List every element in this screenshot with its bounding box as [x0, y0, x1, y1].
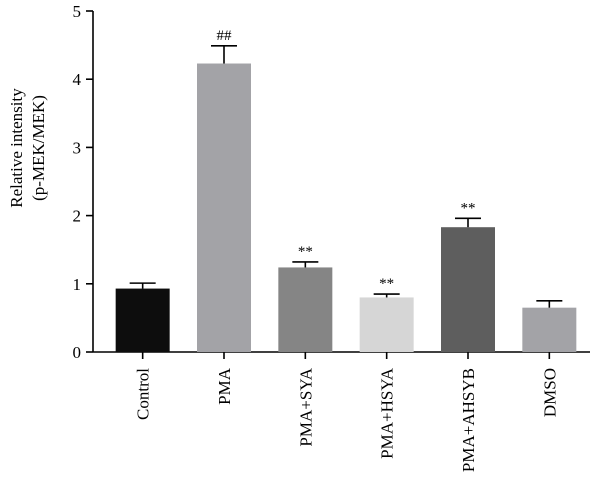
significance-label: **: [298, 244, 313, 260]
y-tick-label: 0: [73, 343, 82, 362]
bar: [359, 297, 414, 352]
bar: [197, 63, 251, 352]
category-label: DMSO: [540, 368, 559, 417]
category-label: PMA+SYA: [296, 367, 315, 446]
bars: [115, 63, 577, 352]
x-axis: [93, 351, 590, 359]
bar: [522, 307, 577, 352]
y-axis-label-line-2: (p-MEK/MEK): [29, 95, 48, 201]
significance-label: **: [461, 200, 476, 216]
category-label: Control: [134, 368, 153, 420]
y-tick-label: 3: [73, 138, 82, 157]
y-tick-label: 5: [73, 2, 82, 21]
category-label: PMA+HSYA: [378, 367, 397, 459]
significance-labels: ## ** ** **: [217, 28, 476, 292]
error-bars: [129, 44, 563, 308]
category-label: PMA: [215, 367, 234, 405]
significance-label: ##: [217, 28, 233, 44]
bar: [115, 288, 170, 352]
bar: [278, 267, 333, 352]
y-tick-label: 4: [73, 70, 82, 89]
category-labels: Control PMA PMA+SYA PMA+HSYA PMA+AHSYB DMSO: [134, 367, 560, 472]
y-axis-label-line-1: Relative intensity: [7, 88, 26, 208]
significance-label: **: [379, 276, 394, 292]
y-tick-label: 2: [73, 207, 82, 226]
y-tick-label: 1: [73, 275, 82, 294]
bar: [441, 227, 495, 352]
category-label: PMA+AHSYB: [459, 368, 478, 472]
y-axis: 0 1 2 3 4 5: [73, 2, 94, 362]
